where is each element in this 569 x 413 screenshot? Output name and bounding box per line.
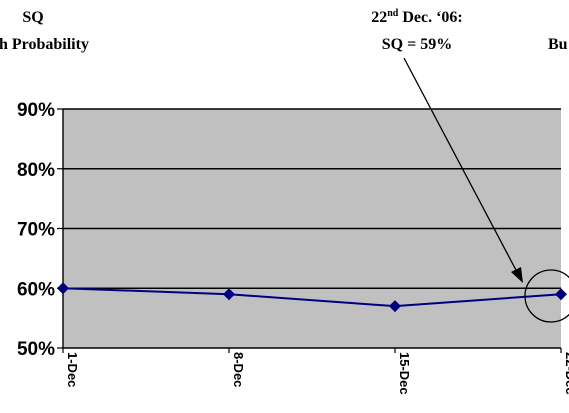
- header-left-line2: h Probability: [0, 36, 89, 53]
- y-tick-label: 60%: [17, 279, 55, 300]
- callout-line1: 22nd Dec. ‘06:: [371, 8, 463, 26]
- data-point: [555, 288, 567, 301]
- callout-circle: [524, 269, 569, 323]
- callout-line1-rest: Dec. ‘06:: [398, 9, 462, 26]
- header-right-fragment: Bu: [548, 36, 568, 53]
- data-point: [223, 288, 235, 301]
- x-tick-label: 22-Dec: [563, 352, 569, 395]
- plot-area: 50% 60% 70% 80% 90% 1-Dec 8-Dec 15-Dec 22-Dec: [17, 100, 569, 395]
- y-tick-label: 90%: [17, 100, 55, 121]
- series-line: [62, 287, 562, 308]
- data-point: [57, 282, 69, 295]
- y-tick-label: 80%: [17, 160, 55, 181]
- callout-line1-sup: nd: [387, 8, 399, 19]
- callout-line2: SQ = 59%: [382, 36, 452, 53]
- callout-arrow-line: [403, 57, 518, 273]
- callout-line1-num: 22: [371, 9, 387, 26]
- x-tick-label: 15-Dec: [397, 352, 412, 395]
- x-tick-label: 1-Dec: [65, 352, 80, 387]
- y-tick-label: 70%: [17, 220, 55, 241]
- y-tick-label: 50%: [17, 339, 55, 360]
- callout-annotation: [403, 57, 569, 323]
- callout-arrow-head: [511, 267, 523, 283]
- data-point: [389, 300, 401, 313]
- header-left-line1: SQ: [22, 9, 43, 26]
- x-tick-label: 8-Dec: [231, 352, 246, 387]
